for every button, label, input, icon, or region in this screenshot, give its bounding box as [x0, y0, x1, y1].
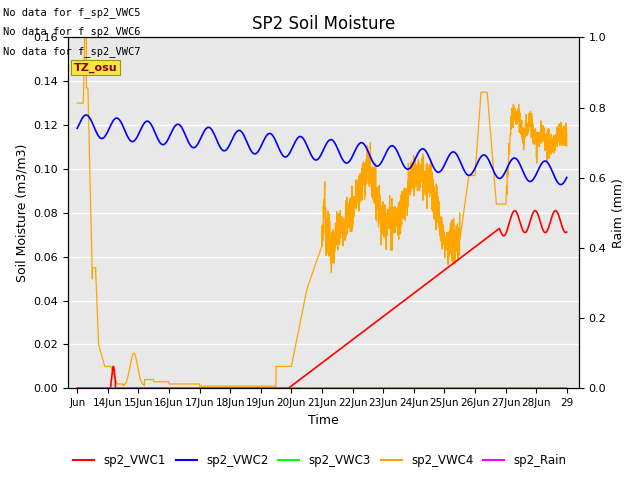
X-axis label: Time: Time — [308, 414, 339, 427]
Y-axis label: Soil Moisture (m3/m3): Soil Moisture (m3/m3) — [15, 144, 28, 282]
Text: TZ_osu: TZ_osu — [74, 62, 117, 72]
Title: SP2 Soil Moisture: SP2 Soil Moisture — [252, 15, 395, 33]
Text: No data for f_sp2_VWC5: No data for f_sp2_VWC5 — [3, 7, 141, 18]
Text: No data for f_sp2_VWC6: No data for f_sp2_VWC6 — [3, 26, 141, 37]
Text: No data for f_sp2_VWC7: No data for f_sp2_VWC7 — [3, 46, 141, 57]
Y-axis label: Raim (mm): Raim (mm) — [612, 178, 625, 248]
Legend: sp2_VWC1, sp2_VWC2, sp2_VWC3, sp2_VWC4, sp2_Rain: sp2_VWC1, sp2_VWC2, sp2_VWC3, sp2_VWC4, … — [68, 449, 572, 472]
